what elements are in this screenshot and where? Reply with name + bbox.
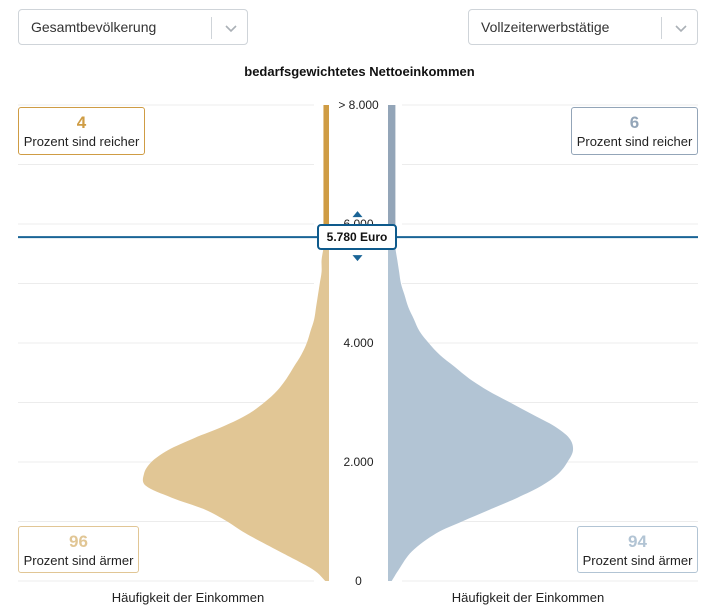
right-richer-text: Prozent sind reicher [576, 134, 693, 149]
left-distribution-above-area [323, 105, 329, 238]
left-richer-value: 4 [76, 113, 87, 132]
marker-up-arrow-icon[interactable] [352, 211, 363, 218]
right-poorer-value: 94 [628, 532, 647, 551]
right-poorer-text: Prozent sind ärmer [582, 553, 693, 568]
chevron-down-icon[interactable] [670, 17, 692, 39]
y-tick-label: 4.000 [343, 336, 373, 350]
chart-title: bedarfsgewichtetes Nettoeinkommen [244, 64, 475, 79]
right-richer-value: 6 [629, 113, 640, 132]
y-tick-label: 0 [355, 574, 362, 588]
y-tick-label: 2.000 [343, 455, 373, 469]
select-separator [211, 17, 212, 39]
chevron-down-icon[interactable] [220, 17, 242, 39]
left-richer-box: 4 Prozent sind reicher [18, 107, 145, 155]
right-distribution-below-area [388, 237, 574, 581]
population-select-left-value: Gesamtbevölkerung [31, 19, 157, 35]
right-richer-box: 6 Prozent sind reicher [571, 107, 698, 155]
right-poorer-box: 94 Prozent sind ärmer [577, 526, 698, 573]
right-axis-label: Häufigkeit der Einkommen [451, 590, 605, 605]
population-select-right-value: Vollzeiterwerbstätige [481, 19, 610, 35]
left-axis-label: Häufigkeit der Einkommen [111, 590, 265, 605]
left-richer-text: Prozent sind reicher [23, 134, 140, 149]
population-select-left[interactable]: Gesamtbevölkerung [18, 9, 248, 45]
distribution-areas [142, 105, 574, 581]
left-poorer-text: Prozent sind ärmer [23, 553, 134, 568]
left-poorer-box: 96 Prozent sind ärmer [18, 526, 139, 573]
left-poorer-value: 96 [69, 532, 88, 551]
select-separator [661, 17, 662, 39]
marker-down-arrow-icon[interactable] [352, 255, 363, 262]
population-select-right[interactable]: Vollzeiterwerbstätige [468, 9, 698, 45]
y-tick-label: > 8.000 [338, 98, 379, 112]
left-distribution-below-area [142, 237, 329, 581]
right-distribution-above-area [388, 105, 396, 238]
income-marker-label[interactable]: 5.780 Euro [317, 224, 397, 251]
